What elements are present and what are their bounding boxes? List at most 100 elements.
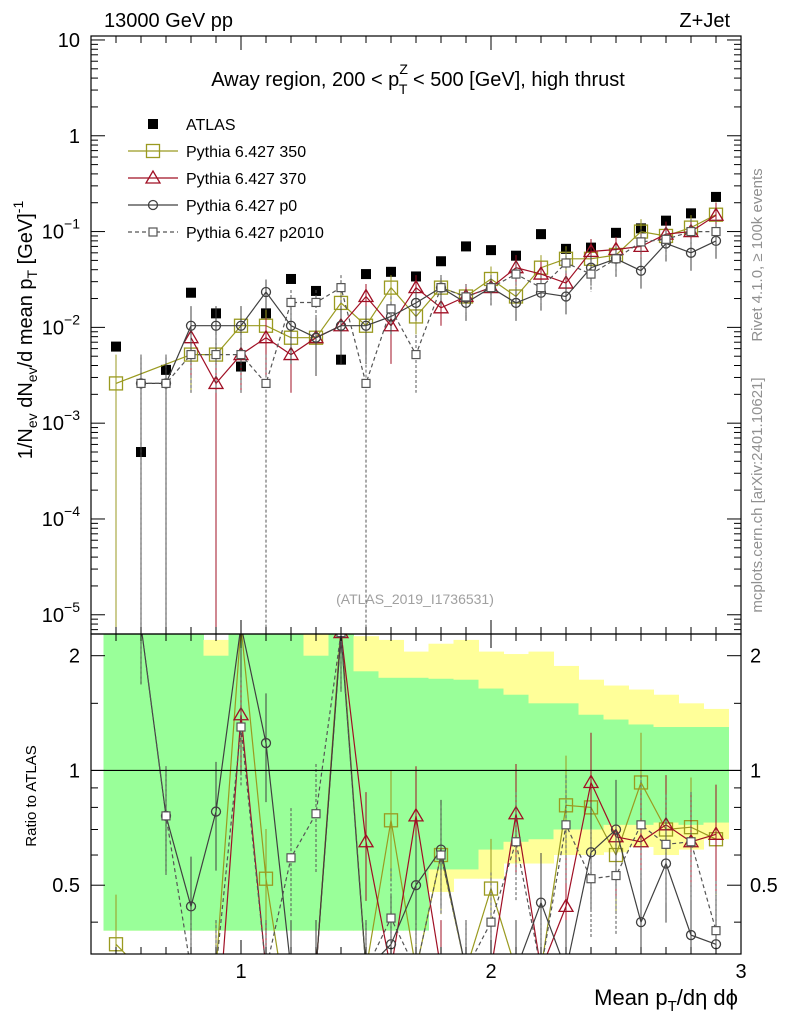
ratio-line-p2010 [141, 634, 717, 954]
ratio-point-p2010 [311, 809, 321, 819]
point-p2010 [511, 269, 521, 279]
ratio-point-p2010 [412, 966, 420, 974]
ratio-point-p2010 [212, 966, 220, 974]
plot-title-sup: Z [399, 61, 408, 77]
plot-title-suffix: < 500 [GeV], high thrust [407, 69, 625, 91]
ratio-y-tick-label-left: 1 [69, 760, 80, 782]
ratio-point-p2010 [661, 839, 671, 849]
ratio-point-p2010 [362, 966, 370, 974]
ylabel-part-2: dN [15, 382, 37, 413]
point-p0 [335, 320, 347, 331]
point-atlas [111, 341, 121, 352]
ratio-point-p370 [459, 963, 473, 975]
ratio-point-p370 [534, 963, 548, 975]
point-p2010 [561, 258, 571, 268]
point-p0 [560, 291, 572, 302]
point-p2010 [136, 378, 146, 389]
y-tick-base: 10 [42, 509, 64, 531]
legend-marker [148, 119, 158, 129]
point-p0 [310, 332, 322, 343]
point-p0 [185, 320, 197, 331]
ratio-point-p370 [384, 963, 398, 975]
point-p0 [410, 297, 422, 309]
point-p2010 [436, 283, 446, 293]
point-p2010 [611, 254, 621, 264]
point-p370 [257, 329, 275, 344]
point-p0 [360, 320, 372, 331]
band-green-bin [278, 634, 304, 931]
point-p0 [210, 320, 222, 331]
ratio-point-p0 [312, 965, 321, 974]
ratio-line-p0 [141, 634, 717, 954]
ylabel-part-6: [GeV] [15, 213, 37, 270]
y-tick-label: 10 [58, 30, 80, 52]
legend-item-p2010: Pythia 6.427 p2010 [128, 225, 324, 242]
ratio-point-p350 [360, 963, 373, 976]
ratio-point-p350 [510, 963, 523, 976]
point-p2010 [386, 304, 396, 314]
x-axis-label: Mean pT/dη dϕ [594, 985, 738, 1015]
point-p0 [635, 265, 647, 276]
point-atlas [686, 208, 696, 219]
analysis-watermark: (ATLAS_2019_I1736531) [336, 591, 494, 607]
ratio-point-p0 [512, 965, 521, 974]
xlabel-part-2: /dη dϕ [677, 985, 738, 1010]
main-y-axis-label: 1/Nev dNev/d mean pT [GeV]-1 [10, 201, 40, 460]
ratio-point-p2010 [686, 837, 696, 847]
xlabel-part-1: T [668, 998, 677, 1015]
ratio-point-p0 [535, 897, 547, 908]
series-p0 [135, 228, 722, 634]
ratio-point-p370 [357, 833, 375, 848]
ylabel-part-1: ev [24, 413, 40, 428]
ratio-point-p350 [410, 963, 423, 976]
legend-label: Pythia 6.427 p0 [186, 198, 297, 215]
point-atlas [661, 215, 671, 226]
ratio-point-p370 [259, 963, 273, 975]
legend-item-p370: Pythia 6.427 370 [128, 169, 306, 188]
xlabel-part-0: Mean p [594, 985, 667, 1010]
plot-title-sub: T [399, 81, 408, 97]
point-p0 [285, 320, 297, 331]
series-line-p0 [141, 240, 717, 384]
legend-item-p0: Pythia 6.427 p0 [128, 198, 297, 215]
ylabel-part-0: 1/N [15, 428, 37, 459]
y-tick-exponent: −4 [64, 503, 80, 519]
ratio-y-axis-label: Ratio to ATLAS [23, 745, 40, 846]
legend-marker [144, 169, 162, 184]
ratio-point-p0 [210, 806, 222, 817]
series-line-p2010 [141, 231, 716, 386]
ratio-point-p370 [309, 963, 323, 975]
ratio-point-p370 [557, 898, 575, 913]
band-green-bin [528, 703, 554, 840]
series-p350 [108, 202, 724, 634]
ratio-point-p2010 [462, 966, 470, 974]
ratio-point-p2010 [436, 850, 446, 860]
ratio-point-p0 [635, 917, 647, 928]
point-p2010 [161, 378, 171, 389]
point-p2010 [236, 349, 246, 360]
y-tick-label: 10−5 [42, 599, 80, 627]
ratio-point-p0 [362, 965, 371, 974]
point-p2010 [661, 234, 671, 244]
point-p350 [383, 280, 399, 295]
point-p2010 [286, 297, 296, 308]
y-tick-label: 10−4 [42, 503, 80, 531]
point-p2010 [186, 349, 196, 360]
ratio-y-tick-label-left: 2 [69, 646, 80, 668]
ratio-point-p0 [562, 965, 571, 974]
rivet-label: Rivet 4.1.0, ≥ 100k events [749, 168, 766, 341]
ylabel-part-3: ev [24, 367, 40, 382]
ratio-point-p0 [185, 901, 197, 912]
point-p370 [357, 288, 375, 303]
ratio-point-p350 [185, 1015, 198, 1024]
point-p2010 [536, 283, 546, 293]
x-tick-label: 3 [735, 961, 746, 983]
legend-label: Pythia 6.427 p2010 [186, 225, 324, 242]
legend-label: ATLAS [186, 117, 236, 134]
ratio-point-p0 [260, 737, 272, 749]
ratio-point-p2010 [636, 820, 646, 830]
ratio-point-p2010 [561, 820, 571, 830]
ylabel-part-4: /d mean p [15, 278, 37, 367]
ratio-point-p350 [310, 963, 323, 976]
point-atlas [711, 191, 721, 202]
